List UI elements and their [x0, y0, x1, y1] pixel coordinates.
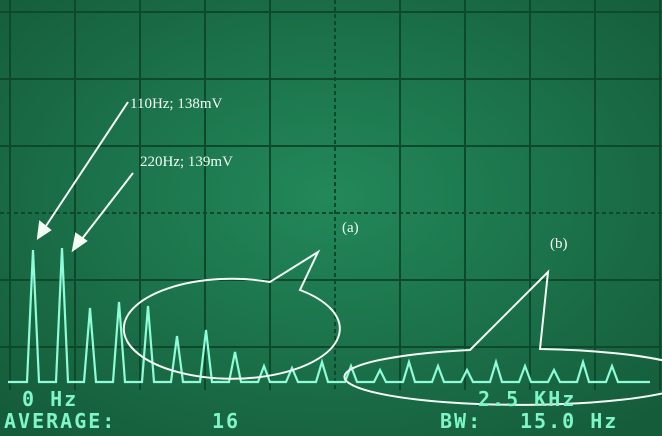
peak-1-label: 110Hz; 138mV [130, 96, 223, 112]
start-frequency: 0 Hz [22, 387, 78, 411]
peak-2-label: 220Hz; 139mV [140, 154, 233, 170]
region-a-label: (a) [342, 220, 359, 236]
average-label: AVERAGE: [4, 409, 116, 433]
region-b-label: (b) [550, 236, 568, 252]
average-value: 16 [212, 409, 240, 433]
bw-label: BW: [440, 409, 482, 433]
bw-value: 15.0 Hz [520, 409, 618, 433]
analyzer-screen: 110Hz; 138mV 220Hz; 139mV (a) (b) 0 Hz 2… [0, 0, 662, 436]
stop-frequency: 2.5 KHz [478, 387, 576, 411]
